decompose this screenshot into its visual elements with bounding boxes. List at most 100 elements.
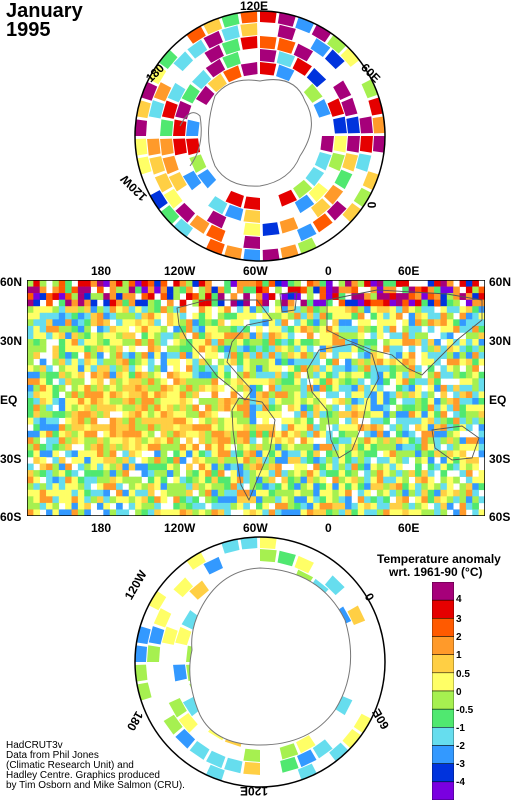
- anomaly-cell: [345, 424, 352, 432]
- polar-anomaly-cell: [205, 764, 225, 782]
- anomaly-cell: [402, 502, 409, 510]
- anomaly-cell: [205, 286, 212, 294]
- anomaly-cell: [166, 437, 174, 445]
- anomaly-cell: [71, 483, 79, 491]
- anomaly-cell: [402, 293, 409, 300]
- anomaly-cell: [376, 404, 384, 412]
- anomaly-cell: [300, 502, 308, 510]
- anomaly-cell: [198, 325, 206, 333]
- anomaly-cell: [434, 358, 441, 366]
- anomaly-cell: [122, 306, 130, 314]
- anomaly-cell: [395, 489, 403, 497]
- anomaly-cell: [65, 319, 72, 327]
- anomaly-cell: [141, 391, 149, 399]
- anomaly-cell: [287, 457, 295, 464]
- anomaly-cell: [306, 306, 314, 314]
- anomaly-cell: [96, 345, 104, 353]
- anomaly-cell: [77, 365, 85, 373]
- anomaly-cell: [319, 489, 327, 497]
- anomaly-cell: [364, 443, 371, 451]
- anomaly-cell: [243, 496, 250, 504]
- anomaly-cell: [287, 430, 295, 438]
- anomaly-cell: [46, 483, 53, 491]
- anomaly-cell: [338, 299, 346, 307]
- anomaly-cell: [46, 463, 53, 471]
- anomaly-cell: [268, 509, 276, 516]
- anomaly-cell: [205, 312, 212, 320]
- anomaly-cell: [459, 457, 467, 464]
- anomaly-cell: [325, 457, 333, 464]
- anomaly-cell: [300, 352, 308, 359]
- anomaly-cell: [198, 371, 206, 379]
- anomaly-cell: [27, 398, 34, 405]
- anomaly-cell: [166, 411, 174, 418]
- anomaly-cell: [135, 483, 142, 491]
- anomaly-cell: [338, 489, 346, 497]
- anomaly-cell: [421, 502, 429, 510]
- anomaly-cell: [389, 457, 397, 464]
- anomaly-cell: [243, 463, 250, 471]
- anomaly-cell: [211, 299, 219, 307]
- anomaly-cell: [249, 424, 257, 432]
- anomaly-cell: [116, 299, 123, 307]
- anomaly-cell: [395, 430, 403, 438]
- anomaly-cell: [465, 476, 473, 484]
- anomaly-cell: [338, 430, 346, 438]
- anomaly-cell: [173, 424, 180, 432]
- anomaly-cell: [364, 352, 371, 359]
- anomaly-cell: [230, 489, 238, 497]
- anomaly-cell: [71, 509, 79, 516]
- anomaly-cell: [249, 509, 257, 516]
- anomaly-cell: [427, 339, 435, 346]
- anomaly-cell: [345, 450, 352, 458]
- anomaly-cell: [434, 502, 441, 510]
- anomaly-cell: [287, 404, 295, 412]
- anomaly-cell: [39, 378, 47, 386]
- anomaly-cell: [325, 299, 333, 307]
- anomaly-cell: [192, 391, 200, 399]
- legend-label-2: 2: [456, 632, 462, 643]
- anomaly-cell: [351, 411, 359, 418]
- anomaly-cell: [154, 378, 161, 386]
- anomaly-cell: [440, 417, 448, 425]
- anomaly-cell: [243, 358, 250, 366]
- anomaly-cell: [65, 496, 72, 504]
- anomaly-cell: [376, 384, 384, 392]
- anomaly-cell: [275, 430, 282, 438]
- anomaly-cell: [224, 280, 231, 287]
- anomaly-cell: [440, 470, 448, 477]
- polar-anomaly-cell: [280, 756, 299, 773]
- anomaly-cell: [109, 299, 117, 307]
- anomaly-cell: [128, 437, 136, 445]
- anomaly-cell: [395, 411, 403, 418]
- anomaly-cell: [306, 325, 314, 333]
- anomaly-cell: [96, 398, 104, 405]
- anomaly-cell: [453, 391, 460, 399]
- anomaly-cell: [402, 509, 409, 516]
- anomaly-cell: [211, 450, 219, 458]
- anomaly-cell: [465, 299, 473, 307]
- anomaly-cell: [453, 417, 460, 425]
- anomaly-cell: [256, 424, 263, 432]
- anomaly-cell: [160, 391, 168, 399]
- anomaly-cell: [268, 476, 276, 484]
- anomaly-cell: [211, 378, 219, 386]
- anomaly-cell: [173, 430, 180, 438]
- anomaly-cell: [173, 417, 180, 425]
- anomaly-cell: [472, 352, 479, 359]
- anomaly-cell: [84, 489, 91, 497]
- anomaly-cell: [370, 502, 378, 510]
- anomaly-cell: [319, 312, 327, 320]
- polar-anomaly-cell: [297, 223, 317, 242]
- anomaly-cell: [472, 306, 479, 314]
- anomaly-cell: [275, 384, 282, 392]
- anomaly-cell: [84, 450, 91, 458]
- anomaly-cell: [465, 352, 473, 359]
- anomaly-cell: [179, 306, 187, 314]
- anomaly-cell: [186, 496, 193, 504]
- anomaly-cell: [300, 470, 308, 477]
- anomaly-cell: [96, 378, 104, 386]
- polar-anomaly-cell: [153, 608, 172, 628]
- anomaly-cell: [376, 398, 384, 405]
- anomaly-cell: [465, 306, 473, 314]
